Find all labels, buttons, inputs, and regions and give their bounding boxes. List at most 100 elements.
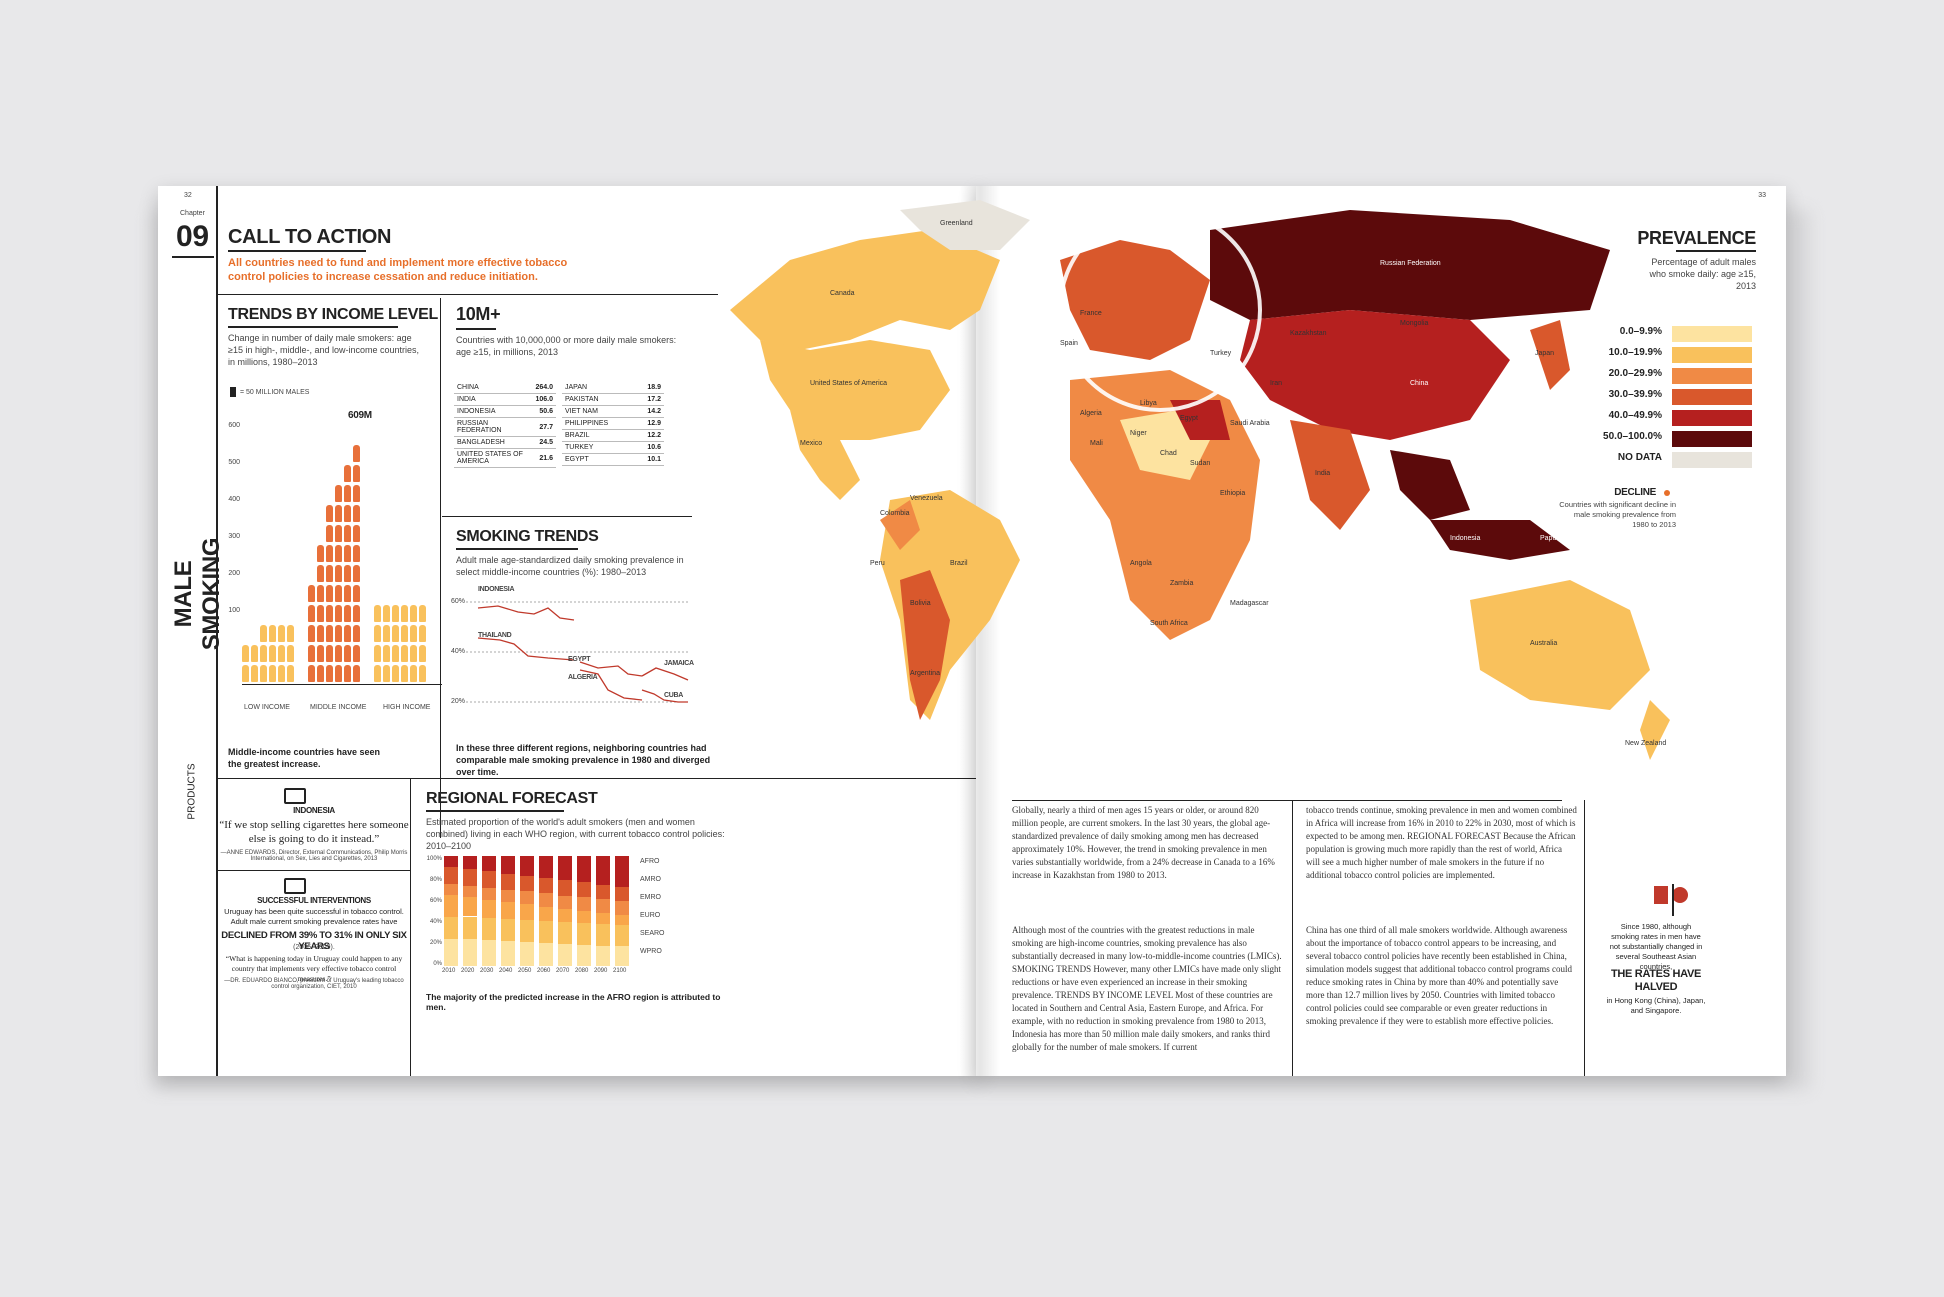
person-pictogram <box>392 625 399 642</box>
person-pictogram <box>419 605 426 622</box>
income-y-tick: 400 <box>228 496 240 503</box>
map-region-australia <box>1470 580 1650 710</box>
forecast-bar-segment <box>596 924 610 947</box>
forecast-bar-segment <box>558 908 572 922</box>
sidebar-text: Since 1980, although smoking rates in me… <box>1609 922 1703 971</box>
forecast-bar-segment <box>596 856 610 885</box>
person-pictogram <box>401 645 408 662</box>
smoker-count: 27.7 <box>532 417 556 437</box>
country-name: PAKISTAN <box>562 393 635 406</box>
map-region-europe <box>1060 240 1210 360</box>
legend-label: 0.0–9.9% <box>1619 326 1662 337</box>
decline-label: DECLINE <box>1614 487 1656 498</box>
decline-text: Countries with significant decline in ma… <box>1559 500 1676 529</box>
country-name: INDIA <box>454 393 533 406</box>
person-pictogram <box>308 645 315 662</box>
country-name: INDONESIA <box>454 405 533 418</box>
forecast-y-tick: 100% <box>426 856 442 862</box>
forecast-bar-segment <box>615 901 629 916</box>
side-section: PRODUCTS <box>186 763 198 820</box>
forecast-bar-segment <box>596 946 610 966</box>
person-pictogram <box>383 605 390 622</box>
person-pictogram <box>392 645 399 662</box>
forecast-bar-segment <box>539 942 553 966</box>
forecast-region-label: WPRO <box>640 948 662 955</box>
smoker-count: 12.2 <box>634 429 664 442</box>
forecast-bar-segment <box>596 884 610 899</box>
country-name: PHILIPPINES <box>562 417 635 430</box>
person-pictogram <box>242 665 249 682</box>
person-pictogram <box>269 645 276 662</box>
forecast-chart <box>444 856 634 966</box>
forecast-bar-segment <box>539 920 553 943</box>
person-pictogram <box>278 645 285 662</box>
forecast-bar-segment <box>539 893 553 907</box>
person-pictogram <box>260 625 267 642</box>
forecast-bar-segment <box>463 916 477 939</box>
forecast-bar-segment <box>596 898 610 914</box>
interventions-attribution: —DR. EDUARDO BIANCO, president of Urugua… <box>224 978 404 990</box>
map-region-canada <box>730 230 1000 350</box>
magnifier-lens <box>1058 208 1262 412</box>
person-pictogram <box>317 625 324 642</box>
trend-label-indonesia: INDONESIA <box>478 586 515 593</box>
chapter-label: Chapter <box>180 210 205 217</box>
person-pictogram <box>410 625 417 642</box>
person-pictogram <box>419 665 426 682</box>
interventions-heading: SUCCESSFUL INTERVENTIONS <box>257 896 371 905</box>
interventions-years: (2006–2009). <box>293 944 335 951</box>
person-icon <box>230 387 236 397</box>
ten-m-desc: Countries with 10,000,000 or more daily … <box>456 335 677 357</box>
country-name: UNITED STATES OF AMERICA <box>454 448 533 468</box>
regional-forecast-title: REGIONAL FORECAST <box>426 790 598 807</box>
country-name: EGYPT <box>562 453 635 466</box>
forecast-y-axis: 100% 80% 60% 40% 20% 0% <box>420 856 442 967</box>
call-to-action-text: All countries need to fund and implement… <box>228 257 568 283</box>
quote-heading: INDONESIA <box>293 806 335 815</box>
forecast-bar-segment <box>501 940 515 966</box>
page-number: 33 <box>1758 192 1766 199</box>
forecast-bar-segment <box>558 944 572 966</box>
table-row: CHINA 264.0 <box>454 382 556 394</box>
person-pictogram <box>335 565 342 582</box>
body-right-2: China has one third of all male smokers … <box>1306 925 1572 1026</box>
quote-attribution: —ANNE EDWARDS, Director, External Commun… <box>220 850 408 862</box>
map-region-new-zealand <box>1640 700 1670 760</box>
quote-text: “If we stop selling cigarettes here some… <box>219 819 409 845</box>
chapter-number: 09 <box>176 220 209 253</box>
person-pictogram <box>353 565 360 582</box>
person-pictogram <box>326 525 333 542</box>
forecast-bar-segment <box>577 882 591 897</box>
forecast-bar-segment <box>482 871 496 888</box>
smoker-count: 14.2 <box>634 405 664 418</box>
forecast-bar-segment <box>539 856 553 878</box>
person-pictogram <box>410 605 417 622</box>
person-pictogram <box>278 625 285 642</box>
table-row: RUSSIAN FEDERATION 27.7 <box>454 417 556 437</box>
forecast-bar-segment <box>463 938 477 966</box>
forecast-bar-segment <box>520 941 534 966</box>
forecast-y-tick: 40% <box>429 919 442 925</box>
page-number: 32 <box>184 192 192 199</box>
forecast-year: 2070 <box>556 968 570 974</box>
forecast-bar-segment <box>444 894 458 917</box>
person-pictogram <box>401 625 408 642</box>
forecast-region-label: AFRO <box>640 858 660 865</box>
person-pictogram <box>260 645 267 662</box>
person-pictogram <box>260 665 267 682</box>
income-group-low: LOW INCOME <box>244 704 290 711</box>
person-pictogram <box>374 605 381 622</box>
forecast-bar-segment <box>615 886 629 902</box>
person-pictogram <box>287 625 294 642</box>
person-pictogram <box>344 545 351 562</box>
forecast-year: 2100 <box>613 968 627 974</box>
forecast-y-tick: 80% <box>429 877 442 883</box>
person-pictogram <box>353 485 360 502</box>
map-region-mexico <box>790 410 860 500</box>
forecast-bar-segment <box>520 919 534 942</box>
person-pictogram <box>353 645 360 662</box>
smoker-count: 50.6 <box>532 405 556 418</box>
legend-label: 40.0–49.9% <box>1608 410 1662 421</box>
table-row: UNITED STATES OF AMERICA 21.6 <box>454 448 556 468</box>
decline-dot-icon <box>1664 490 1670 496</box>
